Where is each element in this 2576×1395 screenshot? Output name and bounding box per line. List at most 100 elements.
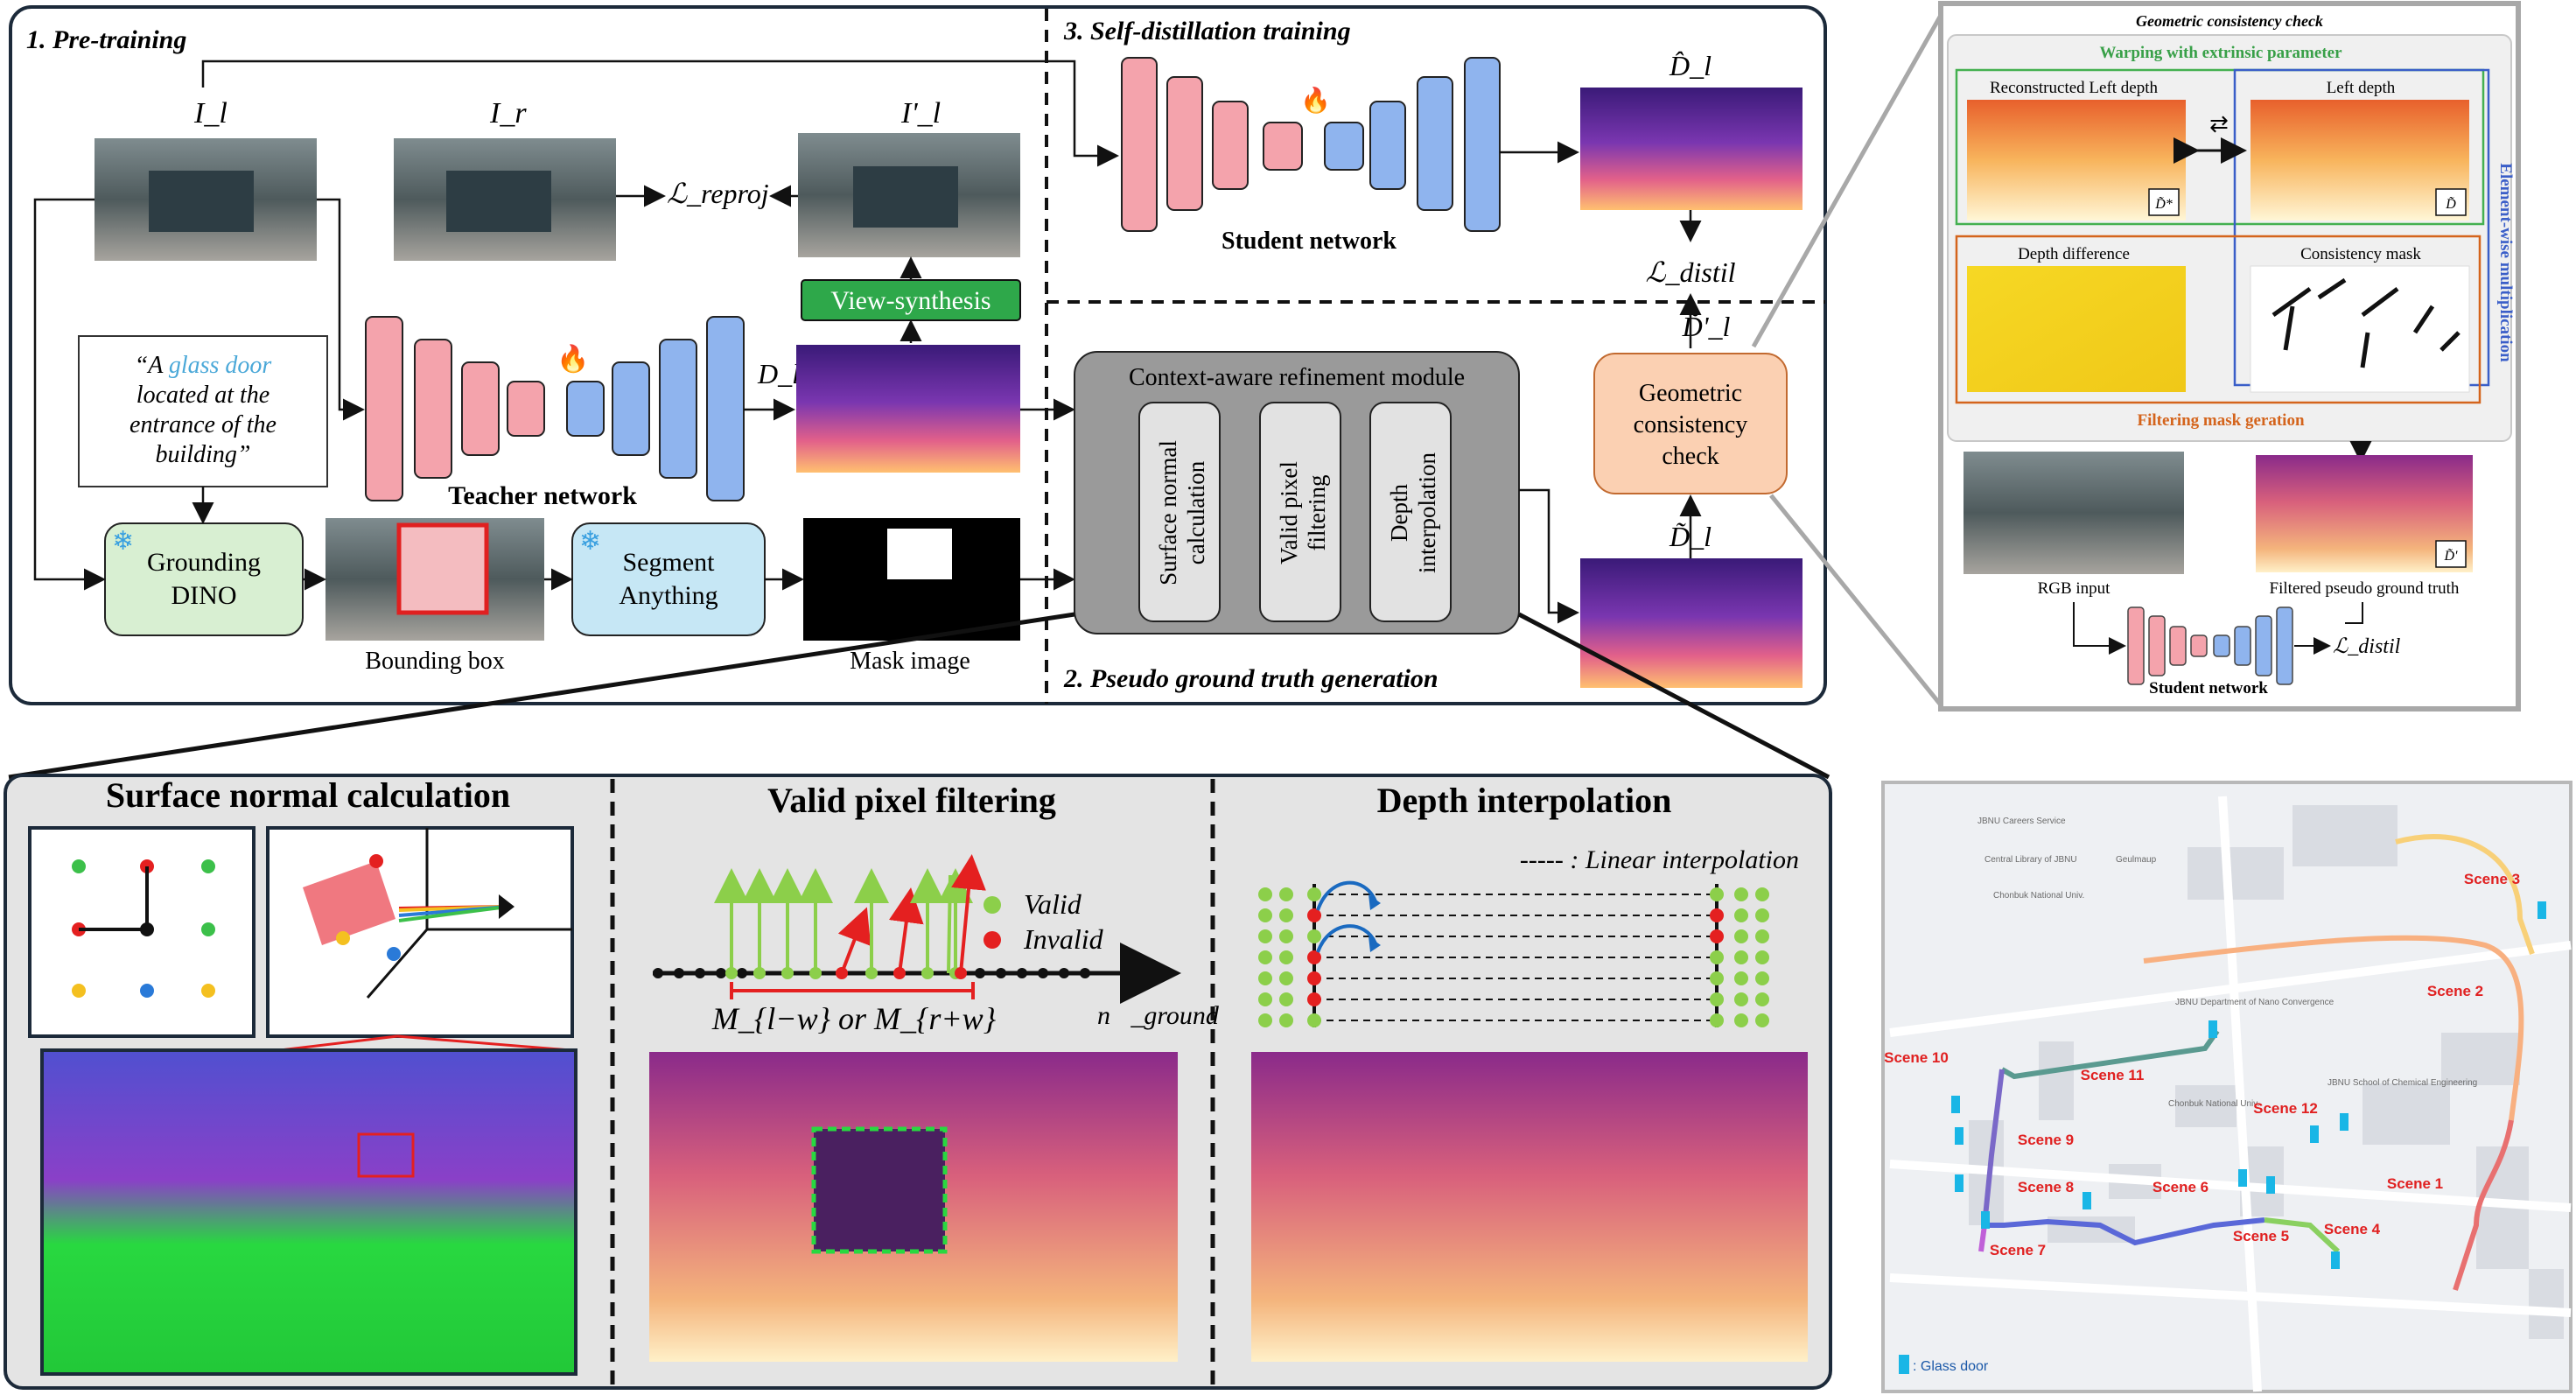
svg-text:Scene 9: Scene 9	[2018, 1132, 2074, 1148]
callout-line-top	[1751, 11, 1945, 348]
map-place-labels: JBNU Careers Service Central Library of …	[1978, 817, 2477, 1109]
svg-text:Central Library of JBNU: Central Library of JBNU	[1984, 855, 2077, 865]
bbox-rect	[396, 522, 489, 615]
geo-loss-label: ℒ_distil	[2333, 635, 2401, 658]
pseudo-depth-map	[1580, 558, 1802, 688]
segment-label: Segment	[623, 548, 716, 577]
normal-box-divider-3	[366, 929, 429, 999]
svg-text:JBNU School of Chemical Engine: JBNU School of Chemical Engineering	[2328, 1078, 2477, 1088]
zoom-region	[357, 1132, 415, 1178]
img-right-label: I_r	[489, 97, 527, 130]
arrow-module-to-depth	[1519, 488, 1579, 624]
arrow-left-to-dino	[33, 198, 106, 591]
arrow-left-to-student	[201, 60, 1119, 167]
callout-module-left	[8, 612, 1075, 780]
svg-text:Chonbuk National Univ.: Chonbuk National Univ.	[1993, 891, 2084, 901]
left-depth-label: Left depth	[2327, 79, 2396, 97]
left-depth-map	[2250, 100, 2469, 221]
geo-panel-title: Geometric consistency check	[2136, 12, 2323, 30]
svg-text:Scene 3: Scene 3	[2464, 871, 2520, 887]
neighbor-grid-dots	[72, 859, 215, 998]
legend-valid-dot	[984, 896, 1001, 914]
depth-diff-map	[1967, 266, 2186, 392]
svg-text:Scene 12: Scene 12	[2253, 1100, 2318, 1117]
legend-invalid-dot	[984, 931, 1001, 949]
depth-diff-label: Depth difference	[2018, 245, 2130, 263]
teacher-label: Teacher network	[448, 481, 637, 510]
prompt-text-line4: building”	[156, 441, 251, 468]
interp-dots-right	[1710, 887, 1769, 1027]
svg-text:Scene 5: Scene 5	[2233, 1228, 2289, 1244]
svg-text:Scene 2: Scene 2	[2427, 983, 2483, 999]
map-paths	[1978, 833, 2535, 1291]
prompt-text-line2: located at the	[136, 382, 270, 409]
d-star-box	[2148, 188, 2180, 216]
pseudo-gt-title: 2. Pseudo ground truth generation	[1063, 664, 1438, 693]
svg-text:JBNU Department of Nano Conver: JBNU Department of Nano Convergence	[2175, 998, 2334, 1007]
d-tilde-box	[2435, 188, 2467, 216]
filtering-frame	[1955, 235, 2482, 404]
teacher-depth-map	[796, 345, 1020, 473]
interp-grid	[1312, 884, 1718, 1027]
valid-title: Valid pixel filtering	[767, 781, 1056, 820]
arrow-gt-to-loss	[2345, 602, 2363, 624]
right-image-door	[446, 171, 551, 232]
pretraining-title: 1. Pre-training	[26, 25, 186, 54]
loss-reproj: ℒ_reproj	[667, 178, 769, 209]
view-synthesis-label: View-synthesis	[830, 286, 990, 315]
d-prime-box	[2435, 540, 2467, 568]
normal-arrows	[398, 894, 514, 922]
element-wise-label: Element-wise multiplication	[2496, 163, 2515, 362]
consistency-mask-label: Consistency mask	[2300, 245, 2421, 263]
teacher-network	[365, 316, 745, 501]
grounding-dino-box	[104, 522, 304, 636]
interp-title: Depth interpolation	[1377, 781, 1672, 820]
svg-text:Scene 7: Scene 7	[1990, 1242, 2046, 1258]
step-valid-pixel-label: Valid pixelfiltering	[1276, 461, 1330, 564]
zoom-line-left	[279, 1034, 398, 1052]
frozen-icon-2: ❄	[579, 527, 601, 556]
d-star-label: D̃*	[2154, 196, 2173, 212]
module-title: Context-aware refinement module	[1129, 364, 1465, 391]
prompt-text-highlight: glass door	[169, 352, 272, 379]
legend-invalid: Invalid	[1023, 923, 1104, 955]
svg-text:Scene 1: Scene 1	[2387, 1175, 2443, 1192]
zoom-line-right	[396, 1034, 571, 1052]
img-synth-label: I'_l	[900, 97, 941, 130]
geo-check-l1: Geometric	[1639, 380, 1742, 407]
recon-left-label: Reconstructed Left depth	[1990, 79, 2159, 97]
camera-icon: ⇄	[2209, 111, 2229, 137]
interp-dots-left	[1258, 887, 1321, 1027]
student-label: Student network	[1222, 228, 1396, 255]
mask-formula: M_{l−w} or M_{r+w}	[711, 1001, 997, 1036]
svg-text:Scene 11: Scene 11	[2081, 1067, 2145, 1083]
map-legend-label: : Glass door	[1913, 1359, 1989, 1374]
svg-text:Scene 8: Scene 8	[2018, 1179, 2074, 1195]
filtering-label: Filtering mask geration	[2137, 411, 2304, 430]
trainable-flame-icon: 🔥	[556, 343, 589, 374]
geo-student-label: Student network	[2149, 679, 2268, 698]
grounding-label-2: DINO	[172, 581, 237, 610]
d-tilde-label: D̃	[2445, 196, 2456, 212]
d-prime-label: D̃'	[2444, 548, 2459, 564]
depth-hat-label: D̂_l	[1669, 50, 1712, 81]
arrow-rgb-to-student	[2073, 602, 2126, 655]
mini-student-network	[2127, 606, 2293, 685]
prompt-text: “A glass door	[135, 352, 272, 379]
filtered-region	[811, 1126, 948, 1254]
consistency-mask-marks	[2272, 277, 2460, 368]
surface-normal-map	[40, 1048, 578, 1376]
svg-text:Chonbuk National Univ.: Chonbuk National Univ.	[2168, 1099, 2259, 1109]
grounding-label: Grounding	[147, 548, 261, 577]
depth-label: D_l	[757, 358, 800, 389]
student-network	[1121, 57, 1501, 232]
step-depth-interp	[1369, 402, 1452, 622]
geo-check-l3: check	[1662, 443, 1718, 470]
img-left-label: I_l	[193, 97, 228, 130]
interp-curve-2	[1316, 924, 1377, 953]
neighbor-vectors	[79, 866, 149, 931]
surface-title: Surface normal calculation	[106, 775, 510, 815]
synth-image-door	[853, 166, 958, 228]
